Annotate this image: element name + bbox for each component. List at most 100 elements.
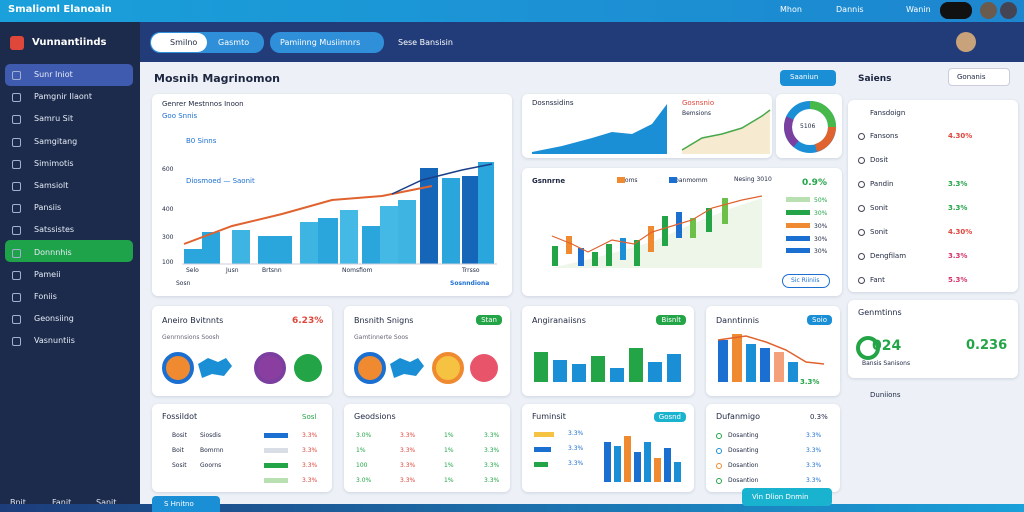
nav-item[interactable]: Satssistes — [34, 225, 75, 235]
list-item[interactable]: Dosit — [870, 156, 889, 164]
badge: Soio — [807, 315, 832, 325]
avatar[interactable] — [980, 2, 997, 19]
nav-item[interactable]: Samgitang — [34, 136, 78, 146]
chart-shape — [664, 448, 671, 482]
button[interactable]: Sic Riiniis — [782, 274, 830, 288]
list-item[interactable]: Sonit — [870, 204, 888, 212]
icon — [716, 448, 722, 454]
legend: Diosmoed — Saonit — [186, 177, 255, 185]
footer-link[interactable]: Fanit — [52, 498, 72, 507]
nav-item[interactable]: Vasnuntiis — [34, 336, 75, 346]
chart-shape — [706, 208, 712, 232]
chart-shape — [184, 249, 202, 264]
cell: 1% — [444, 432, 454, 439]
card: Fansdoign Fansons 4.30% Dosit Pandin 3.3% Son… — [848, 100, 1018, 292]
icon — [858, 277, 865, 284]
mini-chart — [354, 352, 498, 384]
active-item[interactable] — [5, 64, 133, 86]
link[interactable]: Sosnndiona — [450, 280, 490, 287]
bar-chart — [182, 162, 497, 265]
list-item[interactable]: Sonit — [870, 228, 888, 236]
icon — [858, 133, 865, 140]
nav-item[interactable]: Samru Sit — [34, 114, 74, 124]
nav-item[interactable]: Geonsiing — [34, 314, 74, 324]
chart-shape — [202, 232, 220, 264]
toggle[interactable] — [940, 2, 972, 19]
value: 6.23% — [292, 316, 324, 326]
avatar[interactable] — [956, 32, 976, 52]
tab[interactable]: Gasmto — [218, 38, 250, 47]
nav-item[interactable]: Sunr Iniot — [34, 70, 73, 79]
nav-item[interactable]: Pamgnir Ilaont — [34, 92, 92, 102]
list-header: Fansdoign — [870, 109, 906, 117]
chart-shape — [648, 226, 654, 252]
cell: 1% — [356, 447, 366, 454]
card: Genrer Mestnnos Inoon Goo Snnis B0 Sinns… — [152, 94, 512, 296]
list-item[interactable]: Dengfilam — [870, 252, 907, 260]
button[interactable]: S Hnitno — [152, 496, 220, 512]
chart-shape — [604, 442, 611, 482]
cell: 3.3% — [484, 447, 500, 454]
sidebar: Vunnantiinds Sunr Iniot Pamgnir Ilaont Sam… — [0, 22, 140, 512]
footer-link[interactable]: Sanit — [96, 498, 117, 507]
list-item[interactable]: Fansons — [870, 132, 899, 140]
chart-shape — [592, 252, 598, 266]
cell: 3.3% — [302, 462, 318, 469]
chart-shape — [340, 210, 358, 264]
top-link[interactable]: Dannis — [836, 5, 864, 14]
cell: 3.3% — [484, 477, 500, 484]
mini-chart — [534, 348, 681, 382]
nav-item[interactable]: Foniis — [34, 292, 57, 301]
nav-item[interactable]: Simimotis — [34, 158, 74, 168]
chart-shape — [620, 238, 626, 260]
bar-label: 50% — [814, 197, 828, 204]
button[interactable]: Vin Dlion Dnmin — [742, 488, 832, 506]
card-title: Gsnnrne — [532, 177, 566, 185]
chart-shape — [722, 198, 728, 224]
button[interactable]: Saaniun — [780, 70, 836, 86]
footer-link[interactable]: Bnit — [10, 498, 26, 507]
legend: B0 Sinns — [186, 137, 217, 145]
tab-active[interactable] — [151, 33, 207, 52]
dropdown[interactable]: Gonanis — [948, 68, 1010, 86]
tab[interactable] — [270, 32, 384, 53]
ring — [856, 336, 880, 360]
nav-icon — [12, 204, 21, 214]
tab[interactable]: Smilno — [170, 38, 198, 47]
big-value: 024 — [872, 338, 902, 354]
nav-item[interactable]: Donnnhis — [34, 247, 72, 257]
button-label: S Hnitno — [164, 500, 194, 508]
chart-shape — [676, 212, 682, 238]
icon — [858, 205, 865, 212]
nav-icon — [12, 137, 21, 147]
nav-item[interactable]: Pansiis — [34, 203, 62, 213]
chart-shape — [553, 360, 567, 382]
chart-shape — [398, 200, 416, 264]
list-item[interactable]: Fant — [870, 276, 885, 284]
card: Danntinnis 3.3% Soio — [706, 306, 840, 396]
tab[interactable]: Sese Bansisin — [398, 38, 453, 47]
active-item[interactable] — [5, 240, 133, 262]
chart-shape — [614, 446, 621, 482]
top-link[interactable]: Wanin — [906, 5, 931, 14]
donut-center: 5106 — [800, 123, 816, 130]
nav-item[interactable]: Pameii — [34, 269, 61, 279]
value: 0.3% — [810, 413, 828, 421]
card-title: Bnsnith Snigns — [354, 316, 414, 325]
avatar[interactable] — [1000, 2, 1017, 19]
chart-shape — [681, 109, 771, 151]
axis-label: Nomsfiom — [342, 267, 373, 274]
card: Aneiro Bvitnnts 6.23% Genrnnsions Soosh — [152, 306, 332, 396]
nav-item[interactable]: Samsiolt — [34, 181, 69, 190]
chart-shape — [198, 358, 232, 378]
card: Dosnssidins Gosnsnio Bemsions — [522, 94, 772, 158]
list-item[interactable]: Pandin — [870, 180, 894, 188]
chart-shape — [786, 223, 810, 228]
mini-chart — [717, 334, 825, 382]
top-link[interactable]: Mhon — [780, 5, 802, 14]
cell: 3.3% — [400, 477, 416, 484]
nav-icon — [12, 270, 21, 280]
bar — [534, 447, 551, 452]
value: 0.236 — [966, 338, 1008, 353]
